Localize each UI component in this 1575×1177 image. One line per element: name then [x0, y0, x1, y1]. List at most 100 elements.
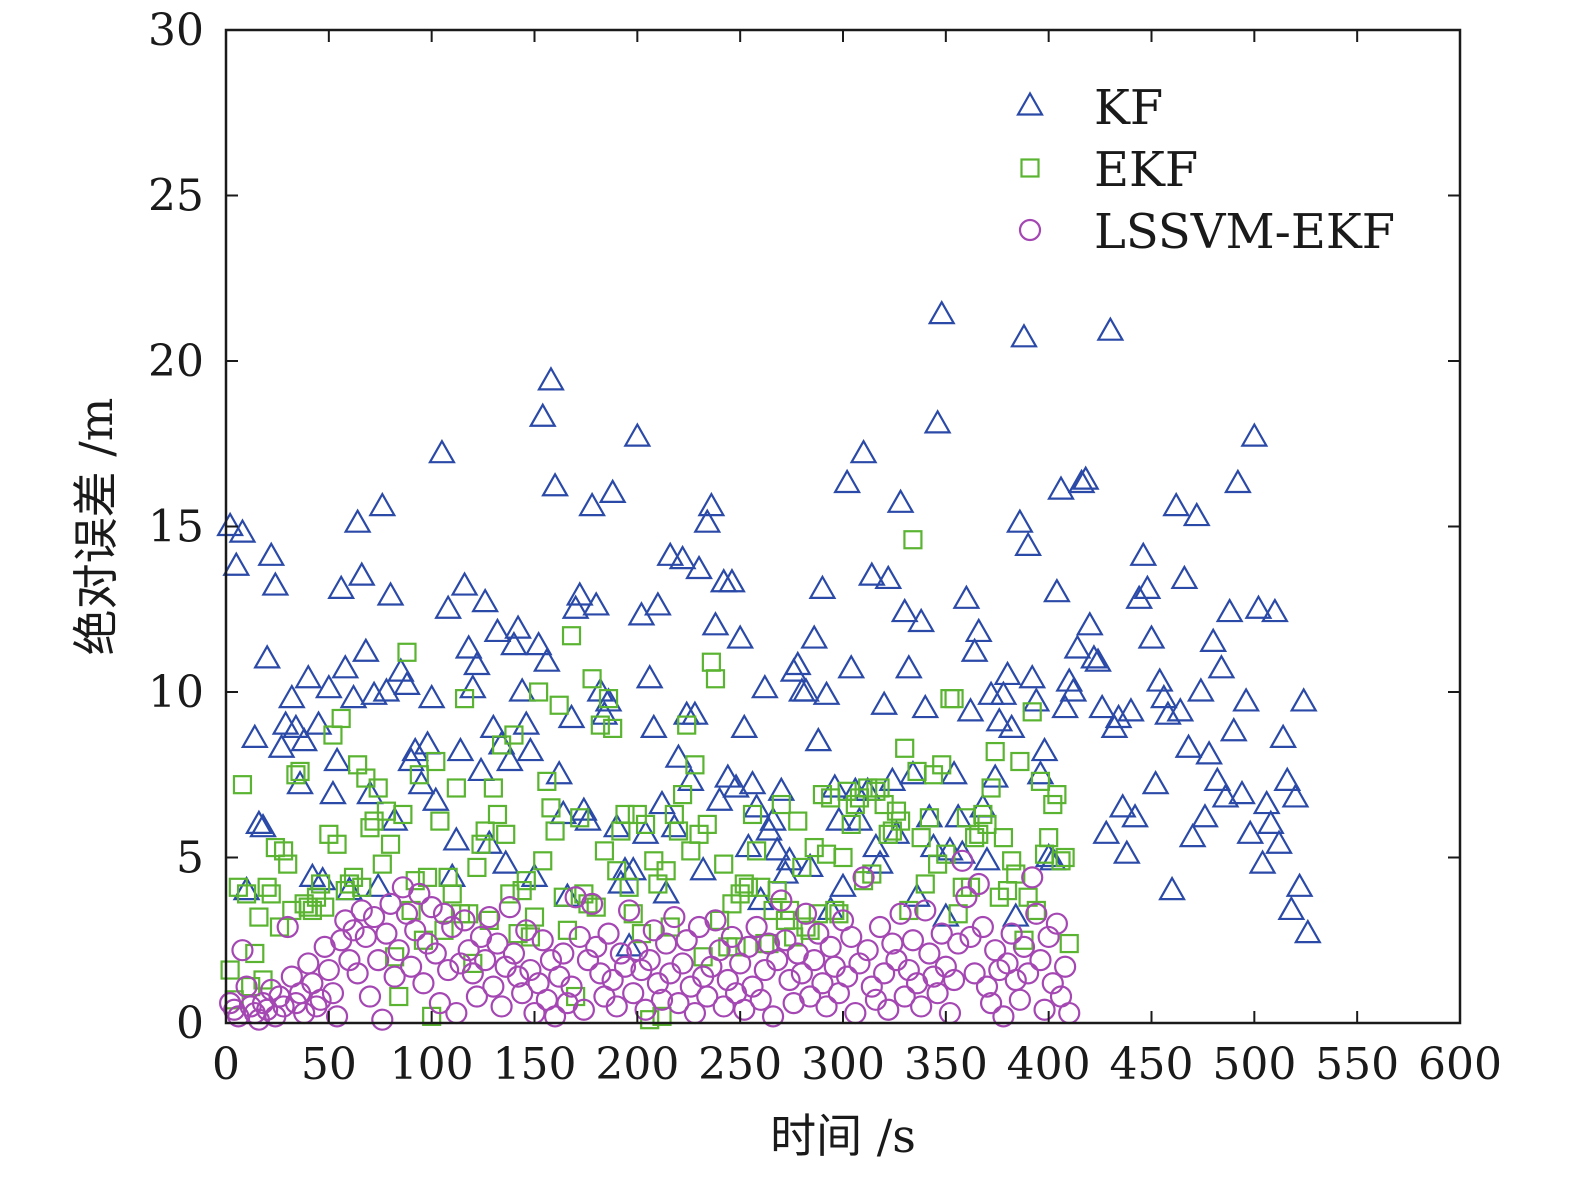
y-tick-label: 15: [148, 502, 204, 553]
data-point-kf: [1129, 541, 1158, 566]
data-point-lssvm-ekf: [901, 929, 925, 952]
data-point-ekf: [582, 669, 602, 689]
data-point-lssvm-ekf: [548, 965, 571, 988]
data-point-lssvm-ekf: [358, 985, 382, 1008]
data-point-ekf: [459, 904, 479, 924]
data-point-kf: [537, 366, 565, 391]
data-point-lssvm-ekf: [486, 932, 509, 955]
data-point-kf: [1051, 693, 1080, 719]
data-point-ekf: [775, 910, 796, 930]
data-point-ekf: [327, 834, 347, 854]
data-point-kf: [759, 806, 787, 831]
data-point-lssvm-ekf: [971, 915, 994, 939]
data-point-kf: [973, 846, 1001, 871]
data-point-ekf: [232, 775, 253, 795]
data-point-kf: [1112, 839, 1141, 864]
data-point-ekf: [417, 867, 438, 887]
data-point-kf: [314, 673, 343, 699]
data-point-kf: [1285, 872, 1314, 897]
data-point-kf: [763, 836, 792, 861]
data-point-ekf: [705, 669, 726, 689]
data-point-lssvm-ekf: [383, 965, 406, 988]
data-point-ekf: [1010, 751, 1030, 772]
data-point-lssvm-ekf: [860, 975, 883, 998]
data-point-ekf: [788, 811, 808, 831]
y-tick-label: 20: [148, 336, 204, 387]
data-point-lssvm-ekf: [770, 889, 793, 912]
data-point-kf: [222, 551, 251, 576]
data-point-ekf: [965, 828, 985, 848]
data-point-kf: [1154, 700, 1182, 725]
legend-label-kf: KF: [1094, 80, 1163, 136]
data-point-kf: [1071, 465, 1100, 490]
data-point-lssvm-ekf: [1021, 866, 1044, 889]
data-point-lssvm-ekf: [560, 975, 583, 998]
data-point-lssvm-ekf: [613, 955, 637, 978]
data-point-kf: [1104, 703, 1133, 729]
data-point-kf: [401, 736, 430, 762]
data-point-kf: [1133, 574, 1162, 599]
data-point-kf: [1195, 740, 1223, 765]
data-point-kf: [463, 650, 491, 676]
data-point-lssvm-ekf: [938, 1001, 962, 1025]
data-point-lssvm-ekf: [502, 942, 526, 965]
data-point-ekf: [257, 877, 277, 897]
data-point-lssvm-ekf: [260, 978, 283, 1002]
data-point-lssvm-ekf: [367, 949, 390, 972]
data-point-kf: [1199, 627, 1228, 652]
data-point-kf: [1215, 597, 1244, 623]
data-point-kf: [981, 763, 1010, 788]
data-point-ekf: [944, 689, 964, 709]
data-point-ekf: [590, 715, 610, 735]
legend-marker-ekf: [1020, 158, 1040, 178]
data-point-kf: [598, 478, 627, 503]
data-point-ekf: [771, 794, 791, 815]
data-point-kf: [528, 402, 557, 427]
data-point-ekf: [656, 861, 676, 881]
data-point-kf: [713, 763, 742, 788]
x-axis-title: 时间 /s: [770, 1109, 916, 1163]
data-point-ekf: [302, 900, 322, 921]
data-point-lssvm-ekf: [387, 939, 410, 962]
data-point-lssvm-ekf: [848, 952, 871, 975]
data-point-ekf: [701, 652, 721, 672]
data-point-ekf: [442, 884, 462, 904]
data-point-kf: [709, 568, 738, 593]
data-point-ekf: [454, 689, 475, 709]
data-point-ekf: [1022, 702, 1042, 722]
data-point-kf: [1248, 849, 1277, 874]
data-point-lssvm-ekf: [910, 995, 933, 1018]
data-point-ekf: [1059, 933, 1079, 954]
series-kf: [216, 299, 1322, 957]
data-point-kf: [833, 468, 862, 494]
data-point-kf: [685, 554, 713, 580]
data-point-ekf: [677, 715, 697, 735]
data-point-ekf: [372, 854, 392, 874]
data-point-lssvm-ekf: [576, 949, 600, 972]
data-point-kf: [1018, 664, 1047, 689]
data-point-kf: [294, 664, 323, 689]
data-point-kf: [635, 664, 664, 689]
data-point-kf: [870, 690, 899, 715]
data-point-kf: [849, 438, 878, 464]
data-point-lssvm-ekf: [511, 982, 534, 1005]
data-point-ekf: [541, 798, 561, 818]
data-point-kf: [1084, 647, 1112, 672]
data-point-lssvm-ekf: [441, 915, 464, 939]
data-point-kf: [1265, 829, 1293, 854]
data-point-kf: [1030, 736, 1059, 762]
data-point-lssvm-ekf: [597, 922, 620, 945]
data-point-kf: [927, 299, 956, 325]
data-point-kf: [1145, 667, 1174, 692]
data-point-lssvm-ekf: [622, 982, 645, 1005]
data-point-kf: [261, 571, 290, 596]
data-point-kf: [894, 654, 923, 679]
data-point-ekf: [603, 718, 623, 739]
data-point-ekf: [491, 735, 512, 755]
data-point-ekf: [446, 778, 466, 798]
data-point-lssvm-ekf: [761, 1005, 785, 1028]
data-point-lssvm-ekf: [934, 955, 957, 978]
data-point-lssvm-ekf: [605, 995, 628, 1018]
data-point-kf: [750, 673, 779, 699]
data-point-lssvm-ekf: [766, 949, 789, 972]
